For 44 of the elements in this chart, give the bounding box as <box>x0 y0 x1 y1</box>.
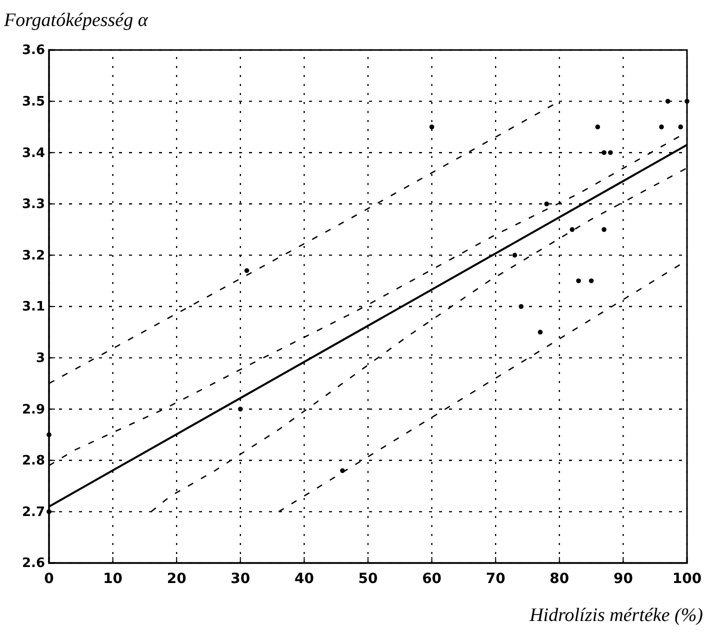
point <box>46 509 52 514</box>
point <box>595 124 600 130</box>
point <box>684 98 690 104</box>
point <box>538 330 543 335</box>
x-tick-label: 30 <box>230 570 250 587</box>
point <box>46 432 52 438</box>
point <box>602 227 606 232</box>
point <box>244 268 250 273</box>
point <box>512 252 518 258</box>
x-tick-label: 50 <box>358 570 378 587</box>
point <box>518 304 524 309</box>
x-tick-label: 10 <box>103 570 123 587</box>
y-tick-label: 3.4 <box>22 146 45 161</box>
y-tick-label: 3.3 <box>22 197 45 212</box>
x-axis-title: Hidrolízis mértéke (%) <box>528 605 703 626</box>
y-axis-title: Forgatóképesség α <box>3 10 149 31</box>
point <box>429 124 434 130</box>
x-tick-label: 0 <box>44 570 54 587</box>
point <box>608 150 613 155</box>
point <box>570 227 575 232</box>
point <box>544 202 550 206</box>
y-tick-label: 3.2 <box>22 248 45 264</box>
x-tick-label: 70 <box>486 570 506 587</box>
x-tick-label: 100 <box>672 570 702 587</box>
point <box>659 124 664 130</box>
point <box>678 124 684 130</box>
y-tick-label: 2.8 <box>22 454 45 469</box>
x-tick-label: 60 <box>422 570 442 587</box>
y-tick-label: 2.6 <box>22 556 45 572</box>
y-tick-label: 2.7 <box>22 504 45 520</box>
x-tick-label: 80 <box>550 570 570 587</box>
point <box>665 98 670 104</box>
x-tick-label: 20 <box>166 570 187 587</box>
point <box>576 278 581 284</box>
x-tick-label: 90 <box>613 570 634 587</box>
y-tick-label: 2.9 <box>22 402 45 418</box>
y-tick-label: 3.1 <box>22 300 45 315</box>
point <box>588 278 594 284</box>
y-tick-label: 3.6 <box>22 43 45 58</box>
point <box>238 406 243 412</box>
y-tick-label: 3 <box>36 350 45 366</box>
y-tick-label: 3.5 <box>22 94 45 110</box>
x-tick-label: 40 <box>294 570 314 587</box>
point <box>602 150 606 155</box>
